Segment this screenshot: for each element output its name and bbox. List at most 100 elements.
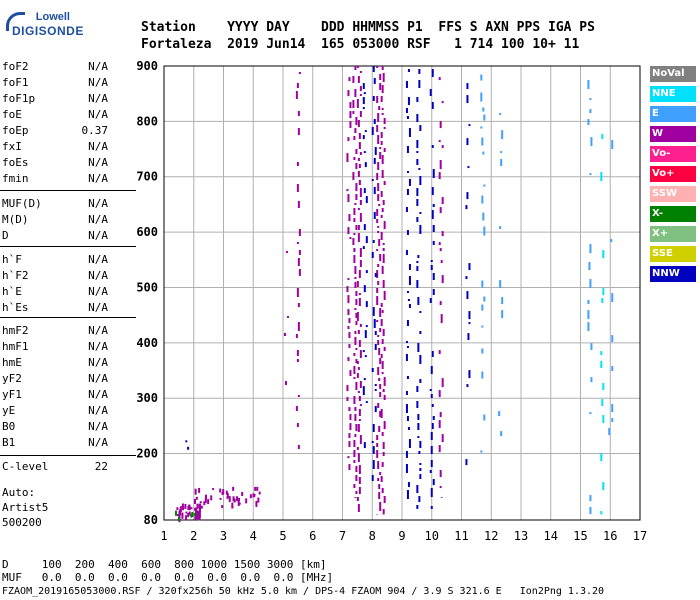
- echo-mark: [187, 446, 190, 450]
- echo-mark: [210, 495, 213, 501]
- echo-mark: [611, 404, 614, 413]
- param-value: N/A: [88, 76, 108, 89]
- echo-mark: [501, 130, 504, 140]
- echo-mark: [467, 166, 470, 169]
- echo-mark: [587, 322, 590, 332]
- echo-mark: [357, 208, 360, 210]
- echo-mark: [376, 288, 379, 293]
- echo-mark: [238, 497, 241, 501]
- echo-mark: [419, 311, 422, 313]
- echo-mark: [380, 96, 383, 102]
- echo-mark: [362, 350, 365, 353]
- echo-mark: [377, 183, 380, 191]
- echo-mark: [432, 225, 435, 232]
- echo-mark: [359, 435, 362, 444]
- echo-mark: [481, 325, 484, 328]
- echo-mark: [249, 494, 252, 499]
- echo-mark: [348, 433, 351, 439]
- echo-mark: [419, 474, 422, 479]
- x-tick-label: 1: [160, 529, 167, 543]
- echo-mark: [378, 239, 381, 246]
- echo-mark: [381, 488, 384, 493]
- echo-mark: [349, 111, 352, 119]
- echo-mark: [406, 189, 409, 195]
- echo-mark: [483, 414, 486, 421]
- echo-mark: [440, 497, 443, 498]
- echo-mark: [198, 511, 201, 518]
- echo-mark: [407, 97, 410, 105]
- echo-mark: [357, 367, 360, 370]
- echo-mark: [376, 66, 379, 68]
- y-tick-label: 800: [136, 114, 158, 128]
- echo-mark: [353, 136, 356, 140]
- echo-mark: [347, 357, 350, 362]
- echo-mark: [377, 340, 380, 345]
- echo-mark: [380, 141, 383, 145]
- echo-mark: [373, 119, 376, 124]
- legend-item: SSE: [650, 246, 696, 262]
- echo-mark: [198, 505, 201, 512]
- echo-mark: [358, 409, 361, 416]
- echo-mark: [348, 77, 351, 82]
- echo-mark: [439, 160, 442, 170]
- echo-mark: [358, 477, 361, 484]
- plot-frame: [163, 65, 641, 521]
- echo-mark: [356, 281, 359, 287]
- echo-mark: [432, 416, 435, 420]
- echo-mark: [587, 310, 590, 320]
- echo-mark: [194, 488, 197, 495]
- echo-mark: [382, 509, 385, 515]
- echo-mark: [431, 187, 434, 195]
- echo-mark: [430, 488, 433, 497]
- echo-mark: [371, 475, 374, 481]
- echo-mark: [349, 121, 352, 129]
- echo-mark: [348, 214, 351, 222]
- echo-mark: [372, 446, 375, 454]
- echo-mark: [190, 507, 193, 510]
- echo-mark: [349, 423, 352, 431]
- echo-mark: [203, 501, 206, 506]
- logo-line2: DIGISONDE: [12, 24, 84, 38]
- echo-mark: [600, 361, 603, 369]
- echo-mark: [588, 262, 591, 271]
- echo-mark: [190, 513, 193, 518]
- param-label: foF1: [2, 76, 29, 89]
- echo-mark: [405, 451, 408, 458]
- echo-mark: [219, 497, 222, 500]
- echo-mark: [381, 310, 384, 313]
- param-label: yF2: [2, 372, 22, 385]
- echo-mark: [362, 246, 365, 250]
- echo-mark: [419, 176, 422, 185]
- echo-mark: [296, 184, 299, 192]
- echo-mark: [284, 381, 287, 386]
- echo-mark: [440, 260, 443, 264]
- echo-mark: [357, 453, 360, 462]
- param-value: N/A: [88, 92, 108, 105]
- echo-mark: [381, 432, 384, 436]
- echo-mark: [589, 412, 592, 415]
- legend-item: NNE: [650, 86, 696, 102]
- separator: [0, 455, 136, 456]
- echo-mark: [381, 170, 384, 178]
- echo-mark: [380, 215, 383, 218]
- echo-mark: [364, 330, 367, 339]
- param-value: N/A: [88, 108, 108, 121]
- echo-mark: [221, 505, 224, 509]
- echo-mark: [373, 319, 376, 328]
- echo-mark: [212, 488, 215, 491]
- echo-mark: [376, 96, 379, 103]
- echo-mark: [365, 301, 368, 308]
- echo-mark: [377, 113, 380, 122]
- echo-mark: [432, 273, 435, 280]
- echo-mark: [381, 372, 384, 374]
- echo-mark: [347, 194, 350, 203]
- param-value: N/A: [88, 156, 108, 169]
- echo-mark: [355, 291, 358, 296]
- echo-mark: [590, 137, 593, 147]
- echo-mark: [416, 217, 419, 222]
- echo-mark: [364, 162, 367, 168]
- echo-mark: [483, 114, 486, 121]
- echo-mark: [429, 89, 432, 96]
- echo-mark: [364, 130, 367, 133]
- echo-mark: [298, 229, 301, 236]
